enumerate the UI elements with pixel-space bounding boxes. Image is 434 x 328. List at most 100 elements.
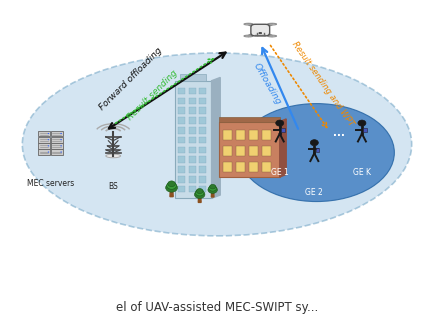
FancyBboxPatch shape: [200, 147, 207, 153]
Text: GE K: GE K: [353, 168, 371, 177]
Circle shape: [210, 184, 216, 189]
Ellipse shape: [244, 35, 253, 37]
FancyBboxPatch shape: [181, 74, 206, 81]
FancyBboxPatch shape: [316, 148, 319, 152]
FancyBboxPatch shape: [281, 128, 285, 132]
Text: GE 2: GE 2: [306, 188, 323, 197]
FancyBboxPatch shape: [51, 143, 63, 149]
Polygon shape: [170, 191, 173, 197]
FancyBboxPatch shape: [178, 117, 185, 124]
FancyBboxPatch shape: [51, 137, 63, 142]
Text: Forward offloading: Forward offloading: [97, 46, 164, 112]
FancyBboxPatch shape: [219, 117, 280, 122]
FancyBboxPatch shape: [178, 156, 185, 163]
FancyBboxPatch shape: [250, 130, 258, 139]
Circle shape: [166, 183, 178, 192]
FancyBboxPatch shape: [189, 147, 196, 153]
FancyBboxPatch shape: [200, 127, 207, 133]
FancyBboxPatch shape: [263, 162, 271, 172]
FancyBboxPatch shape: [219, 122, 280, 177]
FancyBboxPatch shape: [237, 162, 245, 172]
Circle shape: [208, 186, 217, 194]
FancyBboxPatch shape: [250, 146, 258, 156]
FancyBboxPatch shape: [175, 81, 212, 198]
FancyBboxPatch shape: [189, 156, 196, 163]
FancyBboxPatch shape: [224, 146, 232, 156]
FancyBboxPatch shape: [263, 130, 271, 139]
FancyBboxPatch shape: [189, 176, 196, 183]
FancyBboxPatch shape: [263, 146, 271, 156]
FancyBboxPatch shape: [178, 166, 185, 173]
Text: Result sending and WPT: Result sending and WPT: [290, 40, 356, 128]
FancyBboxPatch shape: [200, 117, 207, 124]
Text: el of UAV-assisted MEC-SWIPT sy...: el of UAV-assisted MEC-SWIPT sy...: [116, 301, 318, 314]
FancyBboxPatch shape: [200, 98, 207, 104]
Ellipse shape: [259, 32, 262, 34]
Ellipse shape: [268, 23, 276, 25]
FancyBboxPatch shape: [200, 156, 207, 163]
Text: ...: ...: [333, 128, 345, 138]
Circle shape: [60, 139, 62, 140]
FancyBboxPatch shape: [250, 162, 258, 172]
FancyBboxPatch shape: [224, 162, 232, 172]
FancyBboxPatch shape: [189, 117, 196, 124]
FancyBboxPatch shape: [178, 88, 185, 94]
Text: BS: BS: [108, 182, 118, 191]
FancyBboxPatch shape: [38, 131, 50, 136]
Circle shape: [196, 189, 203, 194]
FancyBboxPatch shape: [237, 146, 245, 156]
FancyBboxPatch shape: [178, 186, 185, 193]
Ellipse shape: [22, 53, 412, 236]
Circle shape: [310, 140, 318, 146]
Text: Offloading: Offloading: [251, 62, 282, 106]
Polygon shape: [198, 197, 201, 202]
FancyBboxPatch shape: [178, 137, 185, 143]
Circle shape: [60, 145, 62, 146]
FancyBboxPatch shape: [189, 166, 196, 173]
FancyBboxPatch shape: [200, 137, 207, 143]
FancyBboxPatch shape: [363, 128, 367, 132]
Circle shape: [48, 139, 49, 140]
FancyBboxPatch shape: [200, 88, 207, 94]
Circle shape: [195, 190, 204, 196]
Circle shape: [167, 182, 177, 189]
Circle shape: [358, 120, 366, 126]
Ellipse shape: [244, 23, 253, 25]
FancyBboxPatch shape: [178, 127, 185, 133]
Circle shape: [168, 181, 175, 187]
FancyBboxPatch shape: [189, 186, 196, 193]
FancyBboxPatch shape: [251, 24, 270, 36]
FancyBboxPatch shape: [178, 108, 185, 114]
Circle shape: [60, 133, 62, 134]
FancyBboxPatch shape: [38, 149, 50, 155]
FancyBboxPatch shape: [237, 130, 245, 139]
FancyBboxPatch shape: [189, 127, 196, 133]
FancyBboxPatch shape: [224, 130, 232, 139]
Text: GE 1: GE 1: [271, 168, 289, 177]
Text: MEC servers: MEC servers: [27, 179, 74, 188]
FancyBboxPatch shape: [51, 131, 63, 136]
Polygon shape: [212, 77, 220, 198]
Polygon shape: [211, 193, 214, 197]
Circle shape: [276, 120, 284, 126]
FancyBboxPatch shape: [189, 88, 196, 94]
FancyBboxPatch shape: [200, 186, 207, 193]
Circle shape: [48, 152, 49, 153]
FancyBboxPatch shape: [178, 176, 185, 183]
Circle shape: [48, 133, 49, 134]
FancyBboxPatch shape: [200, 108, 207, 114]
FancyBboxPatch shape: [178, 98, 185, 104]
Circle shape: [194, 191, 205, 198]
Text: Result sending: Result sending: [125, 69, 179, 122]
Ellipse shape: [106, 154, 121, 158]
FancyBboxPatch shape: [200, 166, 207, 173]
Circle shape: [60, 152, 62, 153]
Circle shape: [48, 145, 49, 146]
FancyBboxPatch shape: [38, 143, 50, 149]
FancyBboxPatch shape: [189, 108, 196, 114]
FancyBboxPatch shape: [189, 98, 196, 104]
FancyBboxPatch shape: [38, 137, 50, 142]
FancyBboxPatch shape: [51, 149, 63, 155]
FancyBboxPatch shape: [178, 147, 185, 153]
Polygon shape: [280, 119, 286, 177]
